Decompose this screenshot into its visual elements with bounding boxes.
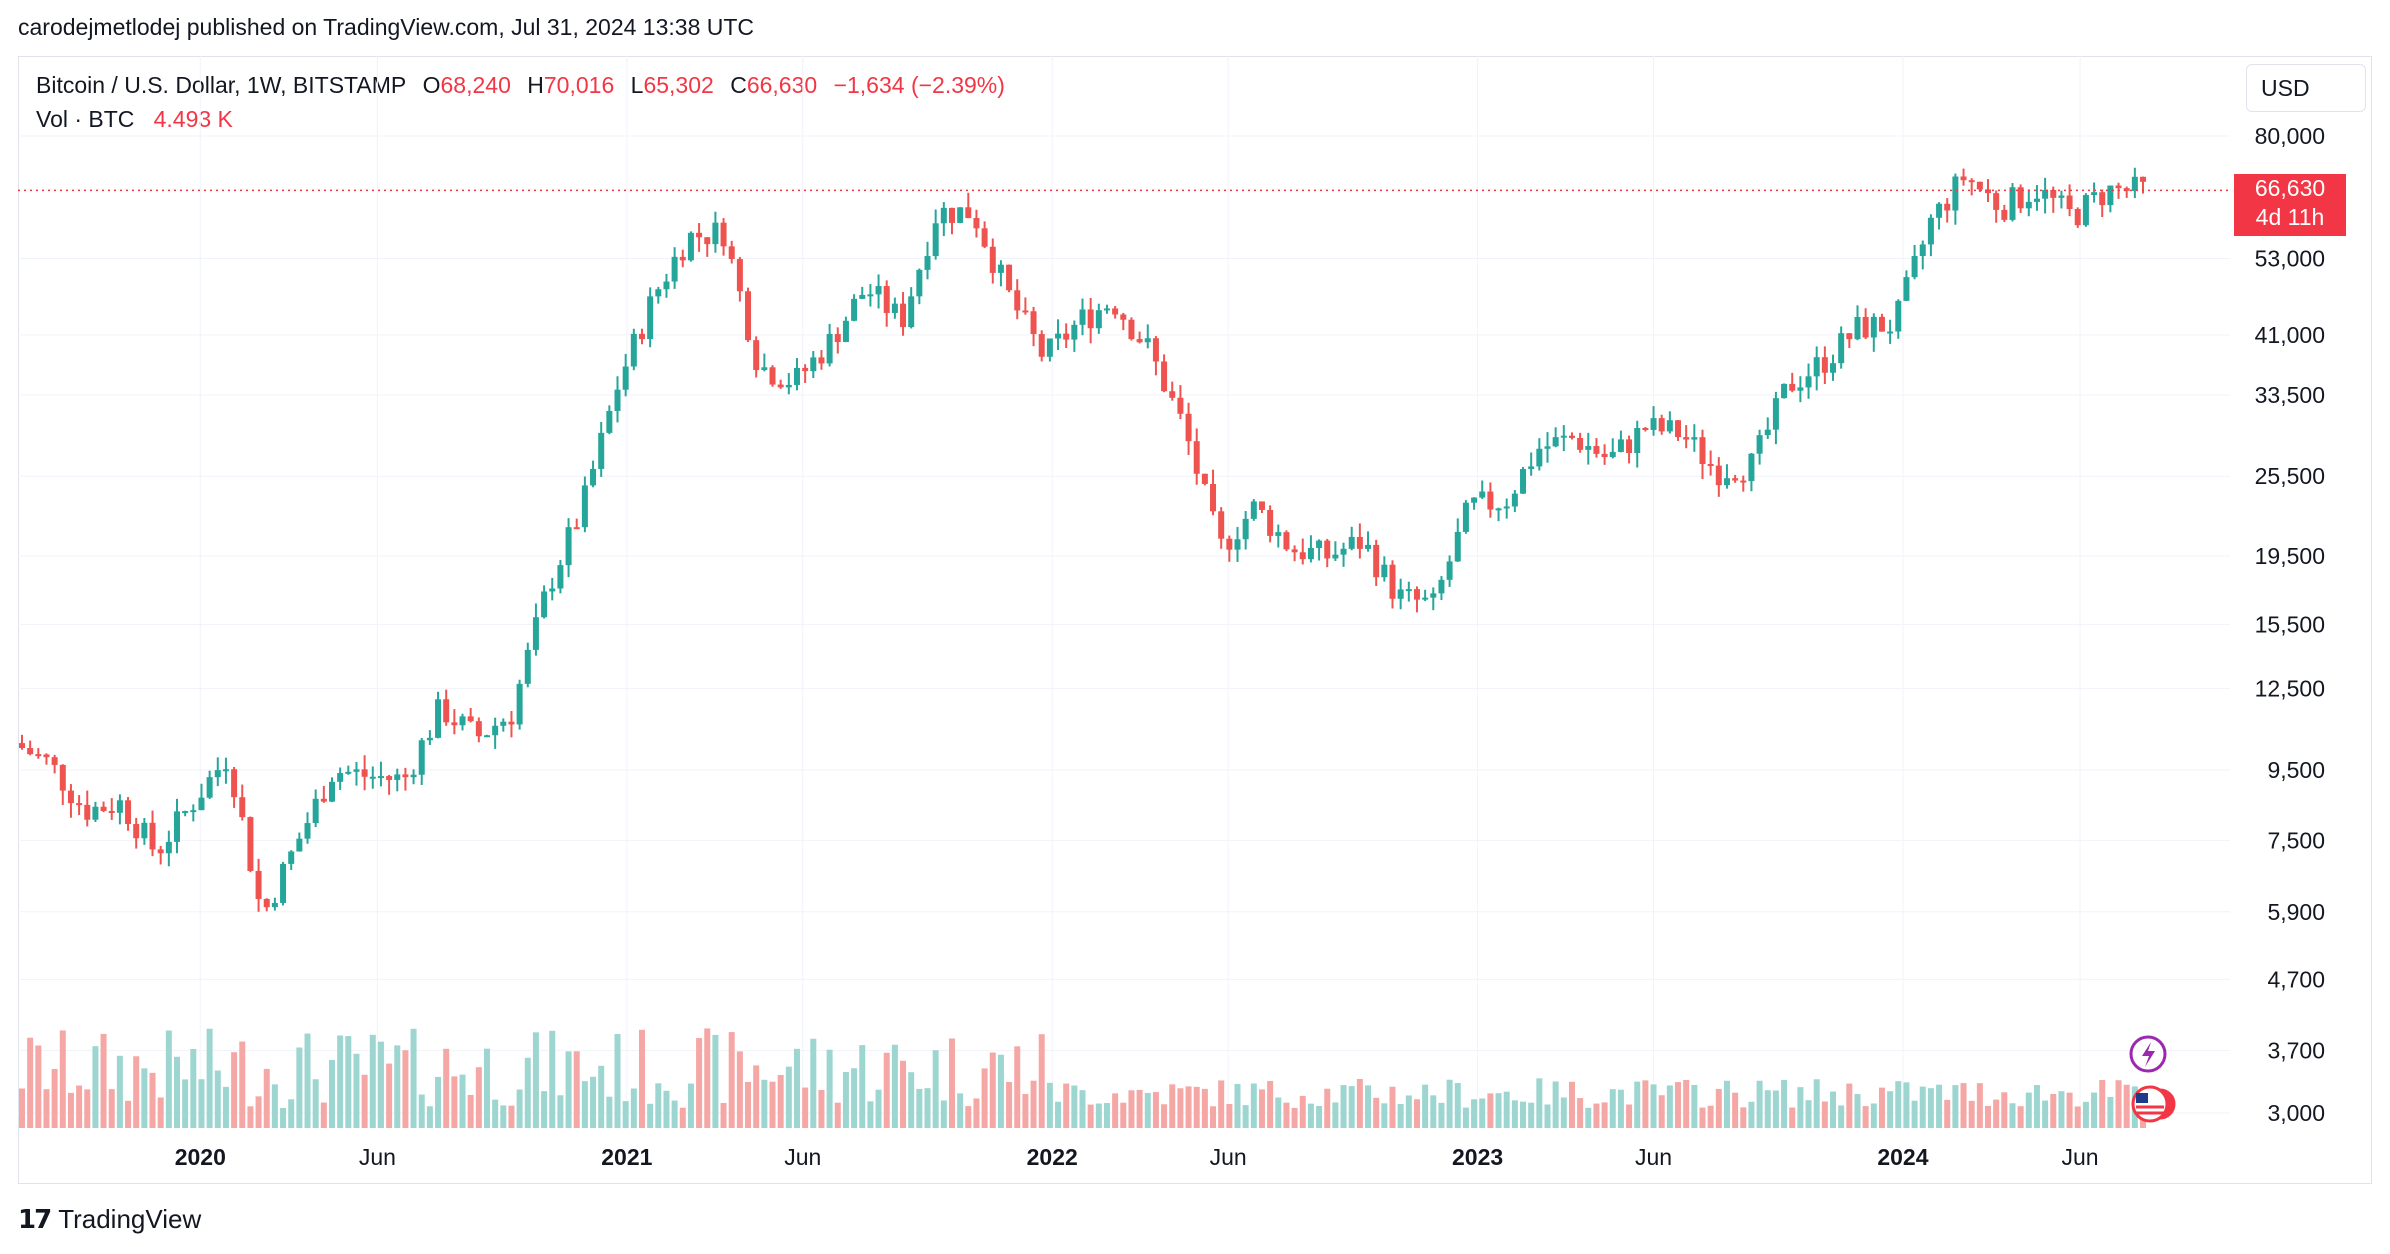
close-value: C66,630 [730,72,818,98]
volume-label: Vol · BTC [36,106,135,132]
publisher-line: carodejmetlodej published on TradingView… [18,14,755,40]
tradingview-brand[interactable]: 𝟭𝟳 TradingView [18,1204,201,1235]
last-price-label: 66,630 4d 11h [2234,174,2346,236]
symbol-label[interactable]: Bitcoin / U.S. Dollar, 1W, BITSTAMP [36,72,407,98]
low-value: L65,302 [630,72,714,98]
currency-button[interactable]: USD [2246,64,2366,112]
high-value: H70,016 [527,72,615,98]
open-value: O68,240 [422,72,511,98]
last-price-value: 66,630 [2254,175,2326,201]
tradingview-logo-icon: 𝟭𝟳 [18,1204,52,1234]
volume-value: 4.493 K [153,106,233,132]
volume-legend: Vol · BTC 4.493 K [36,106,233,133]
ohlc-legend: Bitcoin / U.S. Dollar, 1W, BITSTAMP O68,… [36,72,1015,99]
bar-countdown: 4d 11h [2255,204,2325,230]
change-value: −1,634 (−2.39%) [833,72,1005,98]
brand-name: TradingView [58,1204,202,1234]
chart-frame[interactable] [18,56,2372,1184]
